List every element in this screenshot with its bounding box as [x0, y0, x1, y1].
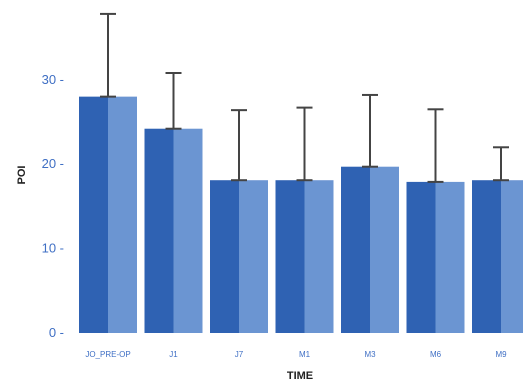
- x-tick-label: J1: [169, 350, 178, 359]
- bar-m1-right: [304, 180, 334, 333]
- bar-m3-left: [341, 166, 370, 333]
- bar-m3-right: [370, 166, 399, 333]
- bar-jo-pre-op-left: [79, 96, 108, 334]
- bar-j1-right: [173, 128, 203, 333]
- bar-j7-right: [239, 180, 268, 333]
- y-tick-label: 30 -: [42, 72, 64, 87]
- bar-jo-pre-op-right: [108, 96, 137, 334]
- x-tick-label: M9: [495, 350, 507, 359]
- y-axis-ticks: 0 - 10 - 20 - 30 -: [42, 72, 64, 340]
- x-tick-label: M3: [364, 350, 376, 359]
- x-tick-label: M1: [299, 350, 311, 359]
- x-axis-ticks: JO_PRE-OP J1 J7 M1 M3 M6 M9: [85, 350, 507, 359]
- x-tick-label: J7: [235, 350, 244, 359]
- error-bars-group: [100, 12, 509, 183]
- x-tick-label: M6: [430, 350, 442, 359]
- bar-m1-left: [275, 180, 305, 333]
- y-tick-label: 10 -: [42, 241, 64, 256]
- x-axis-title: TIME: [287, 370, 313, 382]
- y-axis-title: POI: [16, 166, 28, 185]
- bar-m6-left: [406, 181, 436, 333]
- bar-m9-right: [501, 180, 523, 333]
- bar-m6-right: [435, 181, 465, 333]
- y-tick-label: 0 -: [49, 325, 64, 340]
- bar-j1-left: [144, 128, 174, 333]
- bar-m9-left: [472, 180, 501, 333]
- x-tick-label: JO_PRE-OP: [85, 350, 130, 359]
- bars-group: [79, 96, 523, 334]
- y-tick-label: 20 -: [42, 156, 64, 171]
- bar-j7-left: [210, 180, 239, 333]
